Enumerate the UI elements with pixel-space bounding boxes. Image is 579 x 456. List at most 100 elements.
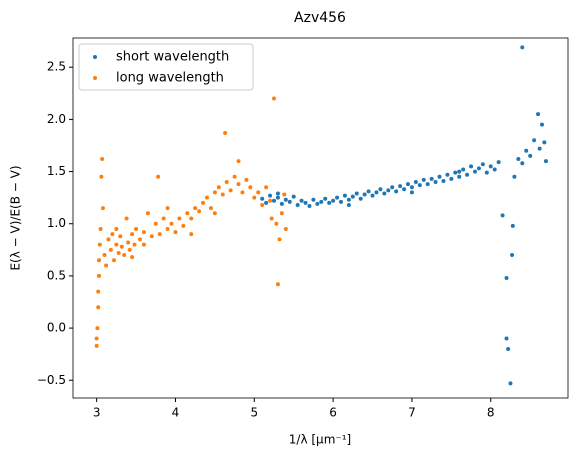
- point: [116, 250, 121, 255]
- point: [181, 223, 186, 228]
- point: [394, 189, 399, 194]
- point: [508, 381, 513, 386]
- point: [319, 199, 324, 204]
- point: [327, 200, 332, 205]
- point: [405, 182, 410, 187]
- point: [457, 169, 462, 174]
- point: [520, 45, 525, 50]
- point: [378, 187, 383, 192]
- point: [220, 192, 225, 197]
- point: [275, 195, 280, 200]
- point: [275, 282, 280, 287]
- x-tick-label: 7: [408, 406, 416, 420]
- point: [97, 273, 102, 278]
- point: [358, 196, 363, 201]
- point: [528, 153, 533, 158]
- point: [425, 182, 430, 187]
- chart-title: Azv456: [294, 10, 346, 26]
- point: [264, 185, 269, 190]
- point: [106, 237, 111, 242]
- series: [94, 96, 288, 348]
- point: [382, 191, 387, 196]
- point: [122, 253, 127, 258]
- x-tick-label: 8: [487, 406, 495, 420]
- point: [398, 184, 403, 189]
- point: [248, 185, 253, 190]
- point: [283, 197, 288, 202]
- point: [189, 216, 194, 221]
- point: [100, 157, 105, 162]
- point: [99, 174, 104, 179]
- y-tick-label: 2.0: [47, 112, 66, 126]
- point: [96, 305, 101, 310]
- point: [260, 202, 265, 207]
- point: [157, 232, 162, 237]
- point: [402, 187, 407, 192]
- point: [269, 216, 274, 221]
- y-tick-label: 2.5: [47, 60, 66, 74]
- point: [461, 167, 466, 172]
- point: [132, 242, 137, 247]
- point: [469, 164, 474, 169]
- point: [244, 177, 249, 182]
- point: [510, 223, 515, 228]
- point: [126, 240, 131, 245]
- point: [492, 167, 497, 172]
- point: [277, 237, 282, 242]
- point: [496, 160, 501, 165]
- point: [370, 193, 375, 198]
- point: [114, 242, 119, 247]
- point: [118, 234, 123, 239]
- point: [232, 174, 237, 179]
- point: [433, 180, 438, 184]
- point: [224, 180, 229, 184]
- point: [252, 195, 257, 200]
- point: [465, 172, 470, 177]
- point: [271, 198, 276, 203]
- point: [346, 197, 351, 202]
- point: [543, 159, 548, 164]
- point: [374, 190, 379, 195]
- point: [173, 230, 178, 235]
- point: [506, 346, 511, 351]
- point: [386, 188, 391, 193]
- point: [169, 221, 174, 226]
- point: [311, 197, 316, 202]
- point: [366, 189, 371, 194]
- point: [342, 193, 347, 198]
- point: [457, 174, 462, 179]
- y-tick-label: 0.5: [47, 268, 66, 282]
- point: [480, 162, 485, 167]
- point: [165, 206, 170, 211]
- point: [95, 326, 100, 331]
- point: [110, 232, 115, 237]
- point: [137, 237, 142, 242]
- point: [338, 199, 343, 204]
- point: [484, 170, 489, 175]
- point: [94, 343, 99, 348]
- point: [279, 201, 284, 206]
- point: [500, 213, 505, 218]
- point: [208, 206, 213, 211]
- point: [127, 247, 132, 252]
- point: [307, 204, 312, 208]
- point: [193, 206, 198, 211]
- y-tick-label: 0.0: [47, 321, 66, 335]
- point: [153, 221, 158, 226]
- point: [331, 198, 336, 203]
- y-axis-label: E(λ − V)/E(B − V): [9, 165, 23, 270]
- point: [524, 148, 529, 153]
- point: [165, 226, 170, 231]
- point: [149, 234, 154, 239]
- point: [539, 122, 544, 127]
- point: [236, 159, 241, 164]
- point: [94, 336, 99, 341]
- x-axis-label: 1/λ [μm⁻¹]: [289, 433, 351, 447]
- point: [161, 216, 166, 221]
- point: [97, 242, 102, 247]
- point: [417, 183, 422, 188]
- point: [303, 200, 308, 205]
- legend-marker: [93, 55, 97, 59]
- point: [532, 138, 537, 143]
